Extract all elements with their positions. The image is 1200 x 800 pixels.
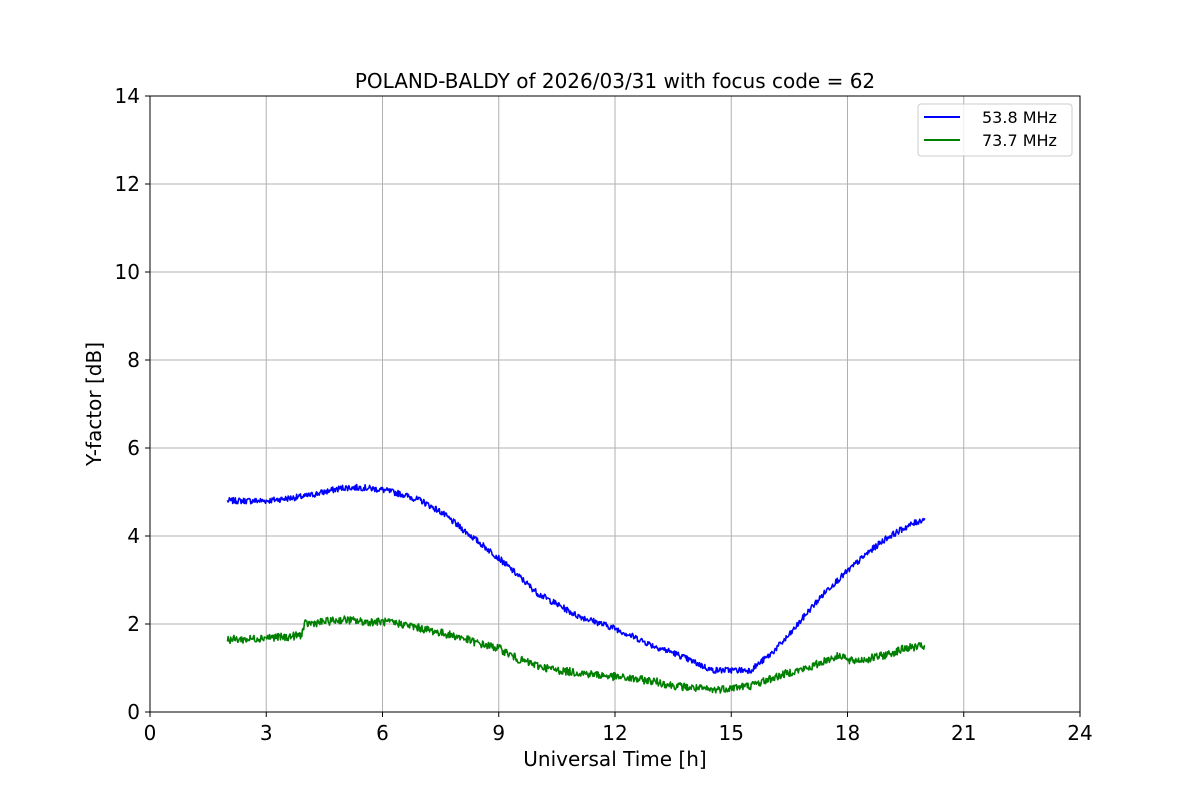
legend-label-53-8: 53.8 MHz <box>982 108 1057 127</box>
series-layer <box>226 483 926 694</box>
x-tick-label: 15 <box>719 721 744 745</box>
y-tick-label: 2 <box>127 612 140 636</box>
y-tick-label: 14 <box>115 84 140 108</box>
y-axis-label: Y-factor [dB] <box>82 342 106 467</box>
x-axis-label: Universal Time [h] <box>523 747 706 771</box>
x-tick-label: 9 <box>492 721 505 745</box>
chart-title: POLAND-BALDY of 2026/03/31 with focus co… <box>355 69 875 93</box>
legend: 53.8 MHz 73.7 MHz <box>917 103 1073 157</box>
x-tick-label: 21 <box>951 721 976 745</box>
y-tick-label: 8 <box>127 348 140 372</box>
series-line-53-8-mhz <box>226 483 926 675</box>
x-tick-label: 24 <box>1067 721 1092 745</box>
x-tick-label: 12 <box>602 721 627 745</box>
y-tick-label: 10 <box>115 260 140 284</box>
x-tick-label: 3 <box>260 721 273 745</box>
x-tick-label: 18 <box>835 721 860 745</box>
series-line-73-7-mhz <box>226 615 926 694</box>
y-tick-label: 4 <box>127 524 140 548</box>
legend-label-73-7: 73.7 MHz <box>982 131 1057 150</box>
y-tick-label: 6 <box>127 436 140 460</box>
y-tick-label: 12 <box>115 172 140 196</box>
y-tick-label: 0 <box>127 700 140 724</box>
x-tick-label: 6 <box>376 721 389 745</box>
x-tick-label: 0 <box>144 721 157 745</box>
